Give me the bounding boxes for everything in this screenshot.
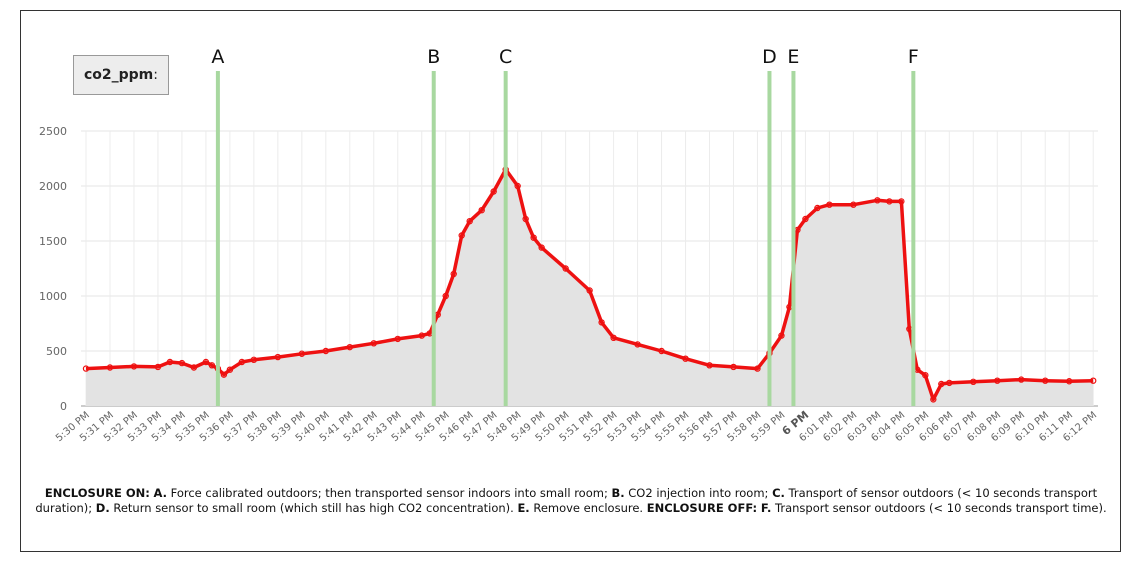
data-point (394, 335, 401, 343)
data-point (190, 364, 198, 371)
data-point (82, 365, 90, 372)
caption-a-key: A. (153, 486, 167, 500)
data-point (802, 215, 809, 223)
data-point (220, 371, 228, 378)
caption-c-text: Transport of sensor outdoors (< 10 secon… (35, 486, 1098, 515)
data-point (202, 358, 210, 366)
caption-on-label: ENCLOSURE ON: (44, 486, 150, 500)
y-tick-label: 2000 (39, 180, 67, 193)
data-point (166, 358, 174, 366)
caption-c-key: C. (772, 486, 785, 500)
data-point (538, 244, 545, 251)
data-point (730, 363, 737, 371)
y-tick-label: 2500 (39, 125, 67, 138)
caption-a-text: Force calibrated outdoors; then transpor… (166, 486, 612, 500)
data-point (442, 292, 449, 300)
legend-suffix: : (153, 67, 158, 83)
co2-chart: 0 500 1000 1500 2000 2500 5:30 PM5:31 PM5:32 … (39, 46, 1099, 444)
data-point (562, 265, 569, 272)
caption-b-key: B. (611, 486, 625, 500)
data-point (130, 363, 138, 370)
caption-b-text: CO2 injection into room; (624, 486, 773, 500)
series-line (85, 167, 1094, 402)
data-point (154, 363, 162, 371)
data-point (938, 380, 945, 388)
data-point (922, 372, 929, 379)
data-point (450, 270, 457, 278)
data-point (886, 198, 893, 205)
caption-e-key: E. (517, 501, 530, 515)
y-tick-label: 1500 (39, 235, 67, 248)
data-point (826, 201, 833, 208)
y-axis: 0 500 1000 1500 2000 2500 (39, 125, 67, 413)
data-point (598, 319, 605, 326)
data-point (478, 206, 485, 214)
caption-f-key: F. (760, 501, 772, 515)
data-point (346, 343, 353, 351)
marker-label-e: E (787, 46, 799, 68)
data-point (874, 197, 881, 204)
data-point (238, 358, 246, 366)
data-point (418, 332, 425, 339)
marker-label-f: F (908, 46, 919, 68)
data-point (370, 340, 377, 347)
data-point (970, 378, 977, 385)
data-point (610, 334, 617, 341)
data-point (814, 204, 821, 212)
data-point (930, 396, 937, 403)
data-point (1018, 376, 1025, 383)
data-point (634, 341, 641, 348)
data-point (1090, 377, 1097, 384)
data-point (946, 379, 953, 387)
caption-d-text: Return sensor to small room (which still… (109, 501, 518, 515)
data-point (298, 350, 306, 357)
series-fill (86, 169, 1094, 406)
data-point (522, 215, 529, 223)
caption-e-text: Remove enclosure. (529, 501, 647, 515)
series-area (82, 166, 1097, 406)
data-point (226, 366, 234, 373)
y-tick-label: 1000 (39, 290, 67, 303)
data-point (208, 362, 216, 369)
data-point (274, 353, 282, 361)
x-axis: 5:30 PM5:31 PM5:32 PM5:33 PM5:34 PM5:35 … (54, 408, 1099, 444)
data-point (322, 347, 330, 355)
marker-label-b: B (427, 46, 440, 68)
marker-label-c: C (499, 46, 512, 68)
data-point (1066, 378, 1073, 385)
data-point (106, 364, 114, 371)
y-tick-label: 500 (46, 345, 67, 358)
marker-label-d: D (762, 46, 777, 68)
data-point (898, 198, 905, 205)
data-point (706, 362, 713, 369)
y-tick-label: 0 (60, 400, 67, 413)
data-point (778, 332, 785, 339)
data-point (514, 182, 521, 190)
data-point (490, 188, 497, 195)
caption-f-text: Transport sensor outdoors (< 10 seconds … (771, 501, 1107, 515)
figure-caption: ENCLOSURE ON: A. Force calibrated outdoo… (31, 486, 1111, 516)
data-point (178, 359, 186, 367)
data-point (1042, 377, 1049, 384)
legend: co2_ppm: (73, 55, 169, 95)
caption-d-key: D. (95, 501, 110, 515)
data-point (682, 355, 689, 362)
data-point (850, 201, 857, 208)
data-point (250, 356, 258, 363)
data-point (458, 232, 465, 239)
caption-off-label: ENCLOSURE OFF: (646, 501, 758, 515)
marker-label-a: A (211, 46, 224, 68)
legend-series-name: co2_ppm (83, 67, 154, 83)
data-point (658, 347, 665, 355)
data-point (994, 377, 1001, 384)
data-point (530, 234, 537, 241)
data-point (586, 287, 593, 294)
chart-frame: 0 500 1000 1500 2000 2500 5:30 PM 5:31 PM 5:32 … (20, 10, 1121, 552)
data-point (466, 217, 473, 225)
data-point (754, 365, 761, 372)
